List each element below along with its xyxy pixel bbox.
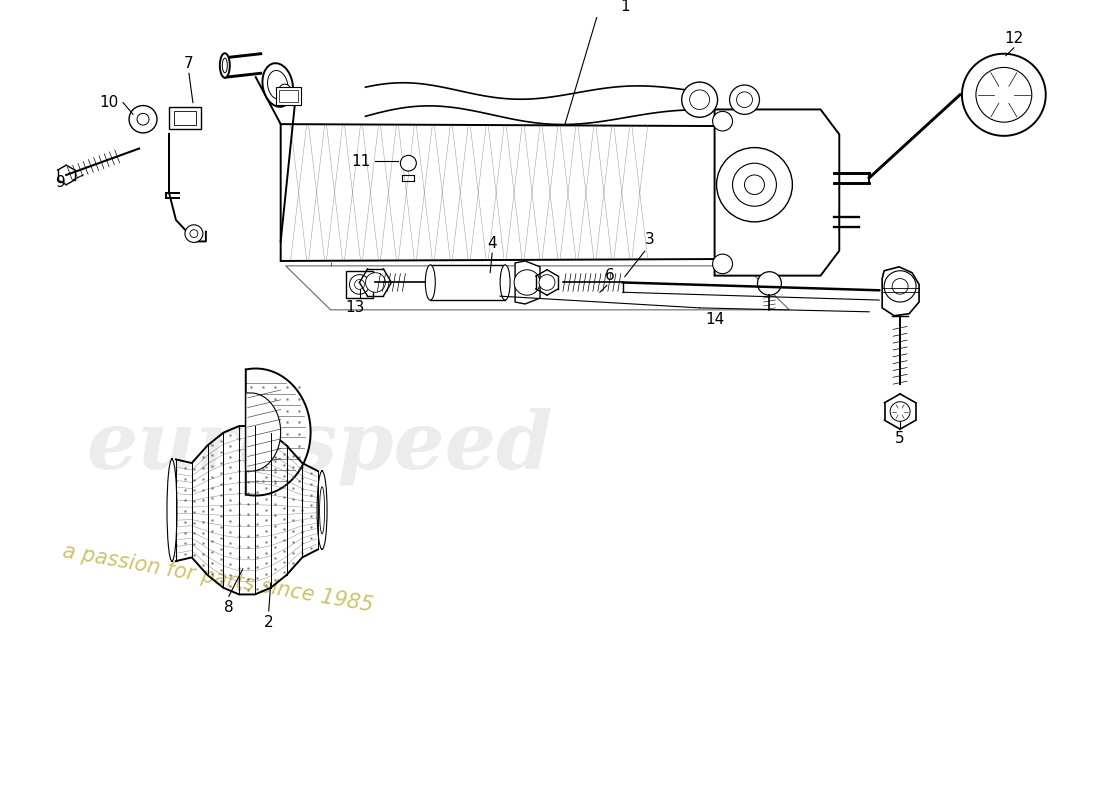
Circle shape xyxy=(514,270,540,295)
Circle shape xyxy=(892,278,909,294)
Circle shape xyxy=(884,270,916,302)
Circle shape xyxy=(758,272,781,295)
Text: 6: 6 xyxy=(605,268,615,283)
Text: 8: 8 xyxy=(224,601,233,615)
Polygon shape xyxy=(280,124,719,261)
Ellipse shape xyxy=(220,54,230,78)
Circle shape xyxy=(716,147,792,222)
Ellipse shape xyxy=(278,84,294,106)
Text: 7: 7 xyxy=(184,56,194,71)
Circle shape xyxy=(365,273,385,292)
Ellipse shape xyxy=(167,459,177,561)
Polygon shape xyxy=(882,267,920,316)
Text: 13: 13 xyxy=(345,300,365,315)
Circle shape xyxy=(713,111,733,131)
Circle shape xyxy=(733,163,777,206)
Circle shape xyxy=(745,175,764,194)
Bar xyxy=(174,111,196,125)
Polygon shape xyxy=(515,261,540,304)
Text: 12: 12 xyxy=(1004,30,1023,46)
Circle shape xyxy=(400,155,416,171)
Circle shape xyxy=(737,92,752,107)
Text: 3: 3 xyxy=(645,232,654,247)
Circle shape xyxy=(962,54,1046,136)
Circle shape xyxy=(682,82,717,118)
Ellipse shape xyxy=(320,486,324,534)
Circle shape xyxy=(129,106,157,133)
Circle shape xyxy=(690,90,710,110)
Bar xyxy=(276,87,300,105)
Text: 10: 10 xyxy=(99,95,119,110)
Polygon shape xyxy=(245,393,280,471)
Text: 4: 4 xyxy=(487,236,497,251)
Text: a passion for parts since 1985: a passion for parts since 1985 xyxy=(62,542,375,616)
Text: 2: 2 xyxy=(264,615,274,630)
Ellipse shape xyxy=(317,471,327,550)
Ellipse shape xyxy=(500,265,510,300)
Ellipse shape xyxy=(267,70,288,99)
Circle shape xyxy=(713,254,733,274)
Circle shape xyxy=(190,230,198,238)
Circle shape xyxy=(976,67,1032,122)
Circle shape xyxy=(138,114,148,125)
Circle shape xyxy=(350,274,370,294)
Text: 11: 11 xyxy=(351,154,371,169)
Bar xyxy=(345,270,373,298)
Text: eurospeed: eurospeed xyxy=(86,408,552,486)
Ellipse shape xyxy=(222,58,228,73)
Bar xyxy=(278,90,298,102)
Text: 5: 5 xyxy=(895,431,905,446)
Polygon shape xyxy=(245,369,310,495)
Circle shape xyxy=(890,402,910,422)
Circle shape xyxy=(185,225,202,242)
Text: 9: 9 xyxy=(56,175,66,190)
Circle shape xyxy=(729,85,759,114)
Circle shape xyxy=(539,274,556,290)
Ellipse shape xyxy=(426,265,436,300)
Polygon shape xyxy=(430,265,505,300)
Bar xyxy=(169,107,201,129)
Text: 1: 1 xyxy=(620,0,629,14)
Text: 14: 14 xyxy=(705,312,724,327)
Circle shape xyxy=(354,279,364,290)
Ellipse shape xyxy=(263,63,293,107)
Polygon shape xyxy=(715,110,839,276)
